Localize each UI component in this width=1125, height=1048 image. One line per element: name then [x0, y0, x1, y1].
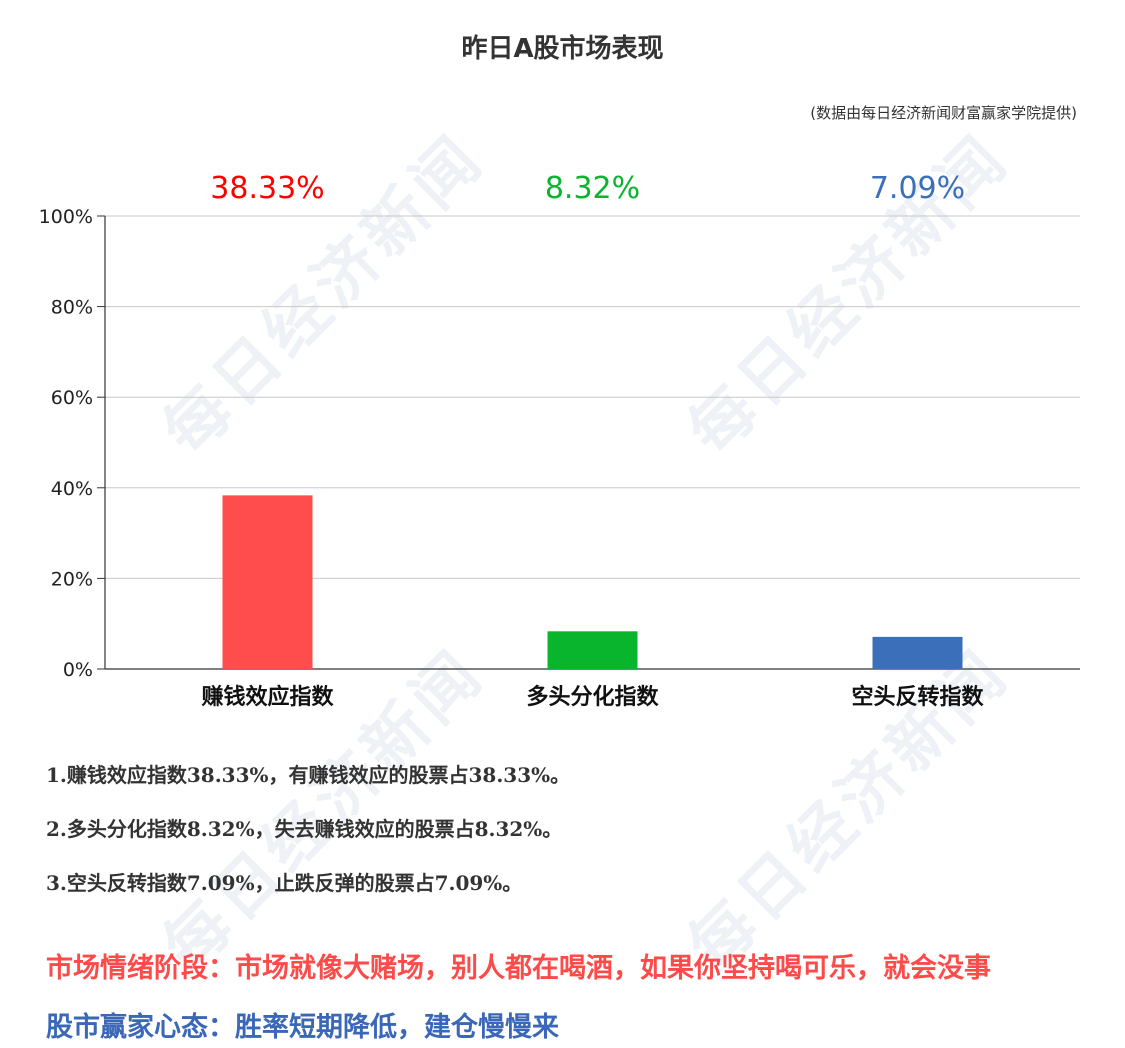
y-tick-label: 60%	[51, 387, 93, 409]
y-tick-label: 40%	[51, 478, 93, 500]
chart-title: 昨日A股市场表现	[461, 34, 664, 64]
market-mood-text: 市场情绪阶段：市场就像大赌场，别人都在喝酒，如果你坚持喝可乐，就会没事	[46, 953, 991, 984]
category-label: 赚钱效应指数	[201, 684, 334, 710]
category-label: 空头反转指数	[851, 684, 984, 710]
y-tick-label: 80%	[51, 297, 93, 319]
bar-value-label: 8.32%	[545, 171, 640, 206]
note-item: 1.赚钱效应指数38.33%，有赚钱效应的股票占38.33%。	[46, 763, 571, 787]
bar-value-label: 7.09%	[870, 171, 965, 206]
y-tick-label: 100%	[39, 206, 93, 228]
note-item: 3.空头反转指数7.09%，止跌反弹的股票占7.09%。	[46, 871, 523, 895]
category-label: 多头分化指数	[526, 684, 659, 710]
winner-mindset-text: 股市赢家心态：胜率短期降低，建仓慢慢来	[46, 1012, 559, 1043]
bar	[547, 631, 638, 669]
notes-list: 1.赚钱效应指数38.33%，有赚钱效应的股票占38.33%。 2.多头分化指数…	[46, 760, 570, 922]
bar-value-label: 38.33%	[210, 171, 324, 206]
bar-chart: 0% 20% 40% 60% 80% 100% 38.33% 赚钱效应指数 8.32% 多头分化指…	[39, 171, 1080, 710]
data-source-note: (数据由每日经济新闻财富赢家学院提供)	[810, 104, 1077, 122]
bar	[222, 495, 313, 669]
note-item: 2.多头分化指数8.32%，失去赚钱效应的股票占8.32%。	[46, 817, 563, 841]
y-tick-label: 20%	[51, 568, 93, 590]
bar	[872, 636, 963, 669]
y-tick-label: 0%	[63, 659, 93, 681]
